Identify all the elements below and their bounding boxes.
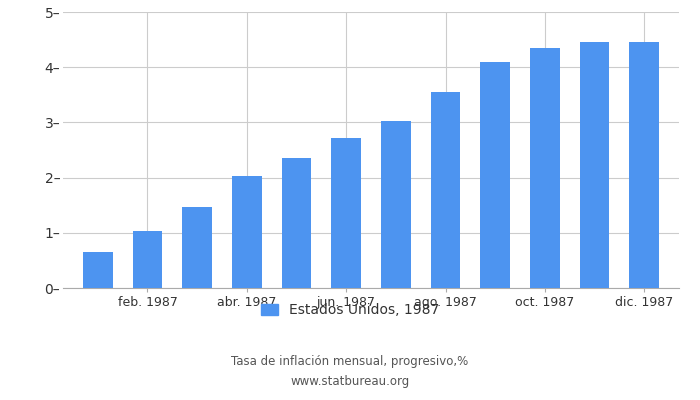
Bar xyxy=(232,176,262,288)
Bar xyxy=(331,138,361,288)
Bar xyxy=(430,92,461,288)
Bar xyxy=(182,207,212,288)
Text: www.statbureau.org: www.statbureau.org xyxy=(290,376,410,388)
Bar xyxy=(83,252,113,288)
Bar xyxy=(580,42,610,288)
Legend: Estados Unidos, 1987: Estados Unidos, 1987 xyxy=(256,298,444,323)
Bar xyxy=(132,231,162,288)
Bar xyxy=(281,158,312,288)
Bar xyxy=(381,121,411,288)
Text: Tasa de inflación mensual, progresivo,%: Tasa de inflación mensual, progresivo,% xyxy=(232,356,468,368)
Bar xyxy=(629,42,659,288)
Bar xyxy=(530,48,560,288)
Bar xyxy=(480,62,510,288)
